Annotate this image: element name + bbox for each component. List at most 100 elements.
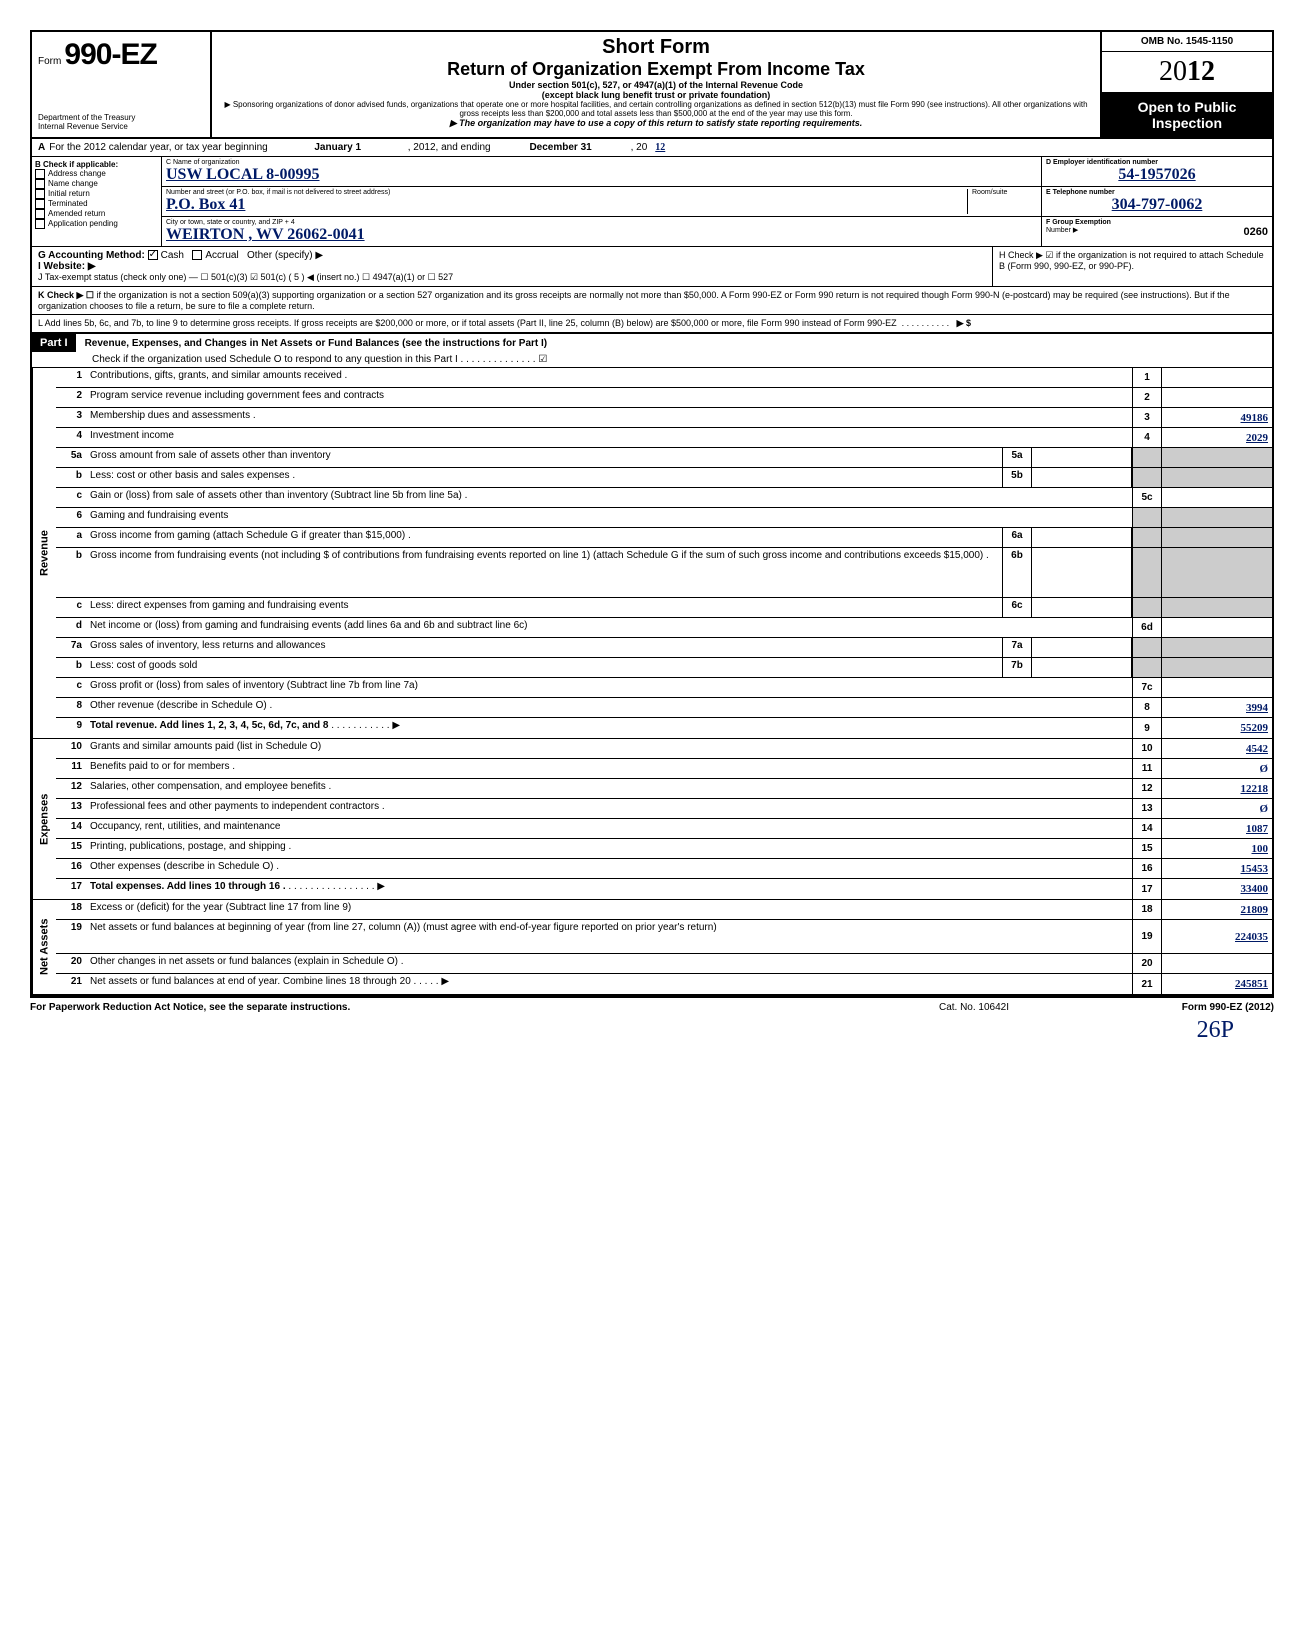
l14-desc: Occupancy, rent, utilities, and maintena… [86,819,1132,838]
revenue-side-label: Revenue [32,368,56,738]
short-form-label: Short Form [220,36,1092,59]
line-l-text: L Add lines 5b, 6c, and 7b, to line 9 to… [38,318,897,328]
part1-label: Part I [32,334,76,352]
line-i: I Website: ▶ [38,261,986,272]
l10-val: 4542 [1162,739,1272,758]
cb-name-label: Name change [48,179,98,188]
dept-label: Department of the Treasury Internal Reve… [38,113,204,131]
addr-row: Number and street (or P.O. box, if mail … [162,187,1041,217]
l12-val: 12218 [1162,779,1272,798]
grp-num-label: Number ▶ [1046,226,1078,238]
l6d-val [1162,618,1272,637]
l9-val: 55209 [1162,718,1272,738]
grp-row: F Group Exemption Number ▶ 0260 [1042,217,1272,241]
addr-label: Number and street (or P.O. box, if mail … [166,189,967,196]
l5a-desc: Gross amount from sale of assets other t… [86,448,1002,467]
l8-desc: Other revenue (describe in Schedule O) . [86,698,1132,717]
l7b-mid: 7b [1002,658,1032,677]
cb-terminated[interactable] [35,199,45,209]
l3-val: 49186 [1162,408,1272,427]
l16-val: 15453 [1162,859,1272,878]
revenue-lines: 1Contributions, gifts, grants, and simil… [56,368,1272,738]
l18-desc: Excess or (deficit) for the year (Subtra… [86,900,1132,919]
cb-initial[interactable] [35,189,45,199]
city-val: WEIRTON , WV 26062-0041 [166,226,1037,244]
part1-header: Part I Revenue, Expenses, and Changes in… [30,334,1274,368]
org-name-label: C Name of organization [166,159,1037,166]
form-prefix: Form [38,56,61,67]
l17-val: 33400 [1162,879,1272,899]
tax-year: 2012 [1102,52,1272,93]
l6a-mid: 6a [1002,528,1032,547]
l9-desc: Total revenue. Add lines 1, 2, 3, 4, 5c,… [90,720,328,731]
line-k-text: if the organization is not a section 509… [38,290,1230,311]
l4-desc: Investment income [86,428,1132,447]
line-g-label: G Accounting Method: [38,250,145,261]
l15-desc: Printing, publications, postage, and shi… [86,839,1132,858]
cb-address[interactable] [35,169,45,179]
city-row: City or town, state or country, and ZIP … [162,217,1041,246]
l6b-desc: Gross income from fundraising events (no… [86,548,1002,597]
cb-accrual[interactable] [192,250,202,260]
l7c-desc: Gross profit or (loss) from sales of inv… [86,678,1132,697]
l13-desc: Professional fees and other payments to … [86,799,1132,818]
year-prefix: 20 [1159,56,1187,87]
l6a-desc: Gross income from gaming (attach Schedul… [86,528,1002,547]
org-name-val: USW LOCAL 8-00995 [166,166,1037,184]
l19-val: 224035 [1162,920,1272,953]
omb-number: OMB No. 1545-1150 [1102,32,1272,52]
g-h-row: G Accounting Method: Cash Accrual Other … [30,247,1274,287]
l17-desc: Total expenses. Add lines 10 through 16 … [90,881,286,892]
l6c-mid: 6c [1002,598,1032,617]
l8-val: 3994 [1162,698,1272,717]
form-990ez: Form 990-EZ Department of the Treasury I… [30,30,1274,1044]
col-d: D Employer identification number 54-1957… [1042,157,1272,246]
accrual-label: Accrual [205,250,238,261]
hand-signature: 26P [30,1017,1274,1044]
revenue-section: Revenue 1Contributions, gifts, grants, a… [30,368,1274,739]
l13-val: Ø [1162,799,1272,818]
cb-pending[interactable] [35,219,45,229]
netassets-side-label: Net Assets [32,900,56,994]
netassets-section: Net Assets 18Excess or (deficit) for the… [30,900,1274,996]
form-header: Form 990-EZ Department of the Treasury I… [30,30,1274,139]
l21-desc: Net assets or fund balances at end of ye… [90,976,411,987]
other-label: Other (specify) ▶ [247,250,323,261]
tel-val: 304-797-0062 [1046,196,1268,214]
cb-pending-label: Application pending [48,219,118,228]
sub4: ▶ The organization may have to use a cop… [220,118,1092,129]
l19-desc: Net assets or fund balances at beginning… [86,920,1132,953]
open-public: Open to Public Inspection [1102,93,1272,137]
l7a-mid: 7a [1002,638,1032,657]
l18-val: 21809 [1162,900,1272,919]
year-suffix: 12 [1187,56,1215,87]
l1-desc: Contributions, gifts, grants, and simila… [86,368,1132,387]
cb-cash[interactable] [148,250,158,260]
cb-terminated-label: Terminated [48,199,88,208]
part1-title: Revenue, Expenses, and Changes in Net As… [79,335,554,352]
cb-address-label: Address change [48,169,106,178]
expenses-lines: 10Grants and similar amounts paid (list … [56,739,1272,899]
cb-name[interactable] [35,179,45,189]
l11-val: Ø [1162,759,1272,778]
footer-mid: Cat. No. 10642I [874,1002,1074,1013]
line-j: J Tax-exempt status (check only one) — ☐… [38,272,986,283]
l3-desc: Membership dues and assessments . [86,408,1132,427]
room-label: Room/suite [972,189,1037,196]
line-a-prefix: A [38,142,45,153]
l7c-val [1162,678,1272,697]
l5c-val [1162,488,1272,507]
website-label: I Website: ▶ [38,261,96,272]
l6c-desc: Less: direct expenses from gaming and fu… [86,598,1002,617]
ein-row: D Employer identification number 54-1957… [1042,157,1272,187]
ein-label: D Employer identification number [1046,159,1268,166]
line-h: H Check ▶ ☑ if the organization is not r… [992,247,1272,286]
l2-val [1162,388,1272,407]
info-grid: B Check if applicable: Address change Na… [30,157,1274,247]
l6d-desc: Net income or (loss) from gaming and fun… [86,618,1132,637]
cb-amended[interactable] [35,209,45,219]
org-name-row: C Name of organization USW LOCAL 8-00995 [162,157,1041,187]
form-number: 990-EZ [64,38,156,71]
line-l-arrow: ▶ $ [957,318,971,328]
expenses-section: Expenses 10Grants and similar amounts pa… [30,739,1274,900]
